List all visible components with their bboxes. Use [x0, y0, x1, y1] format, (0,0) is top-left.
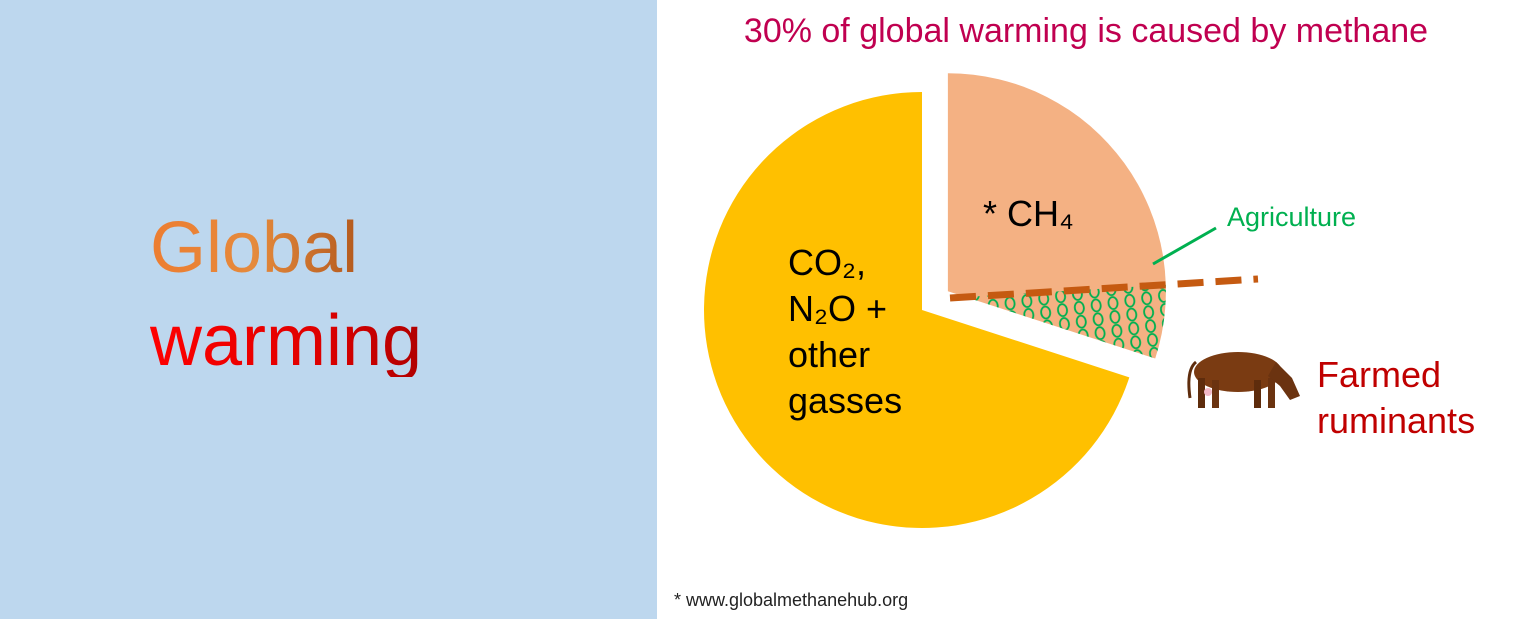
slice-label: CO₂, N₂O + other gasses	[788, 242, 903, 421]
footnote: * www.globalmethanehub.org	[674, 590, 909, 610]
left-panel	[0, 0, 657, 619]
slice-label: * CH₄	[983, 193, 1074, 234]
annotation: Agriculture	[1227, 202, 1357, 232]
heading-line: warming	[150, 301, 423, 381]
pie-slice	[703, 92, 1130, 529]
leader-line	[1152, 226, 1217, 266]
annotation: Farmed ruminants	[1317, 354, 1476, 441]
heading-line: Global	[150, 208, 359, 288]
chart-title: 30% of global warming is caused by metha…	[743, 12, 1429, 50]
cow-icon	[1187, 352, 1300, 408]
divider	[949, 275, 1259, 302]
